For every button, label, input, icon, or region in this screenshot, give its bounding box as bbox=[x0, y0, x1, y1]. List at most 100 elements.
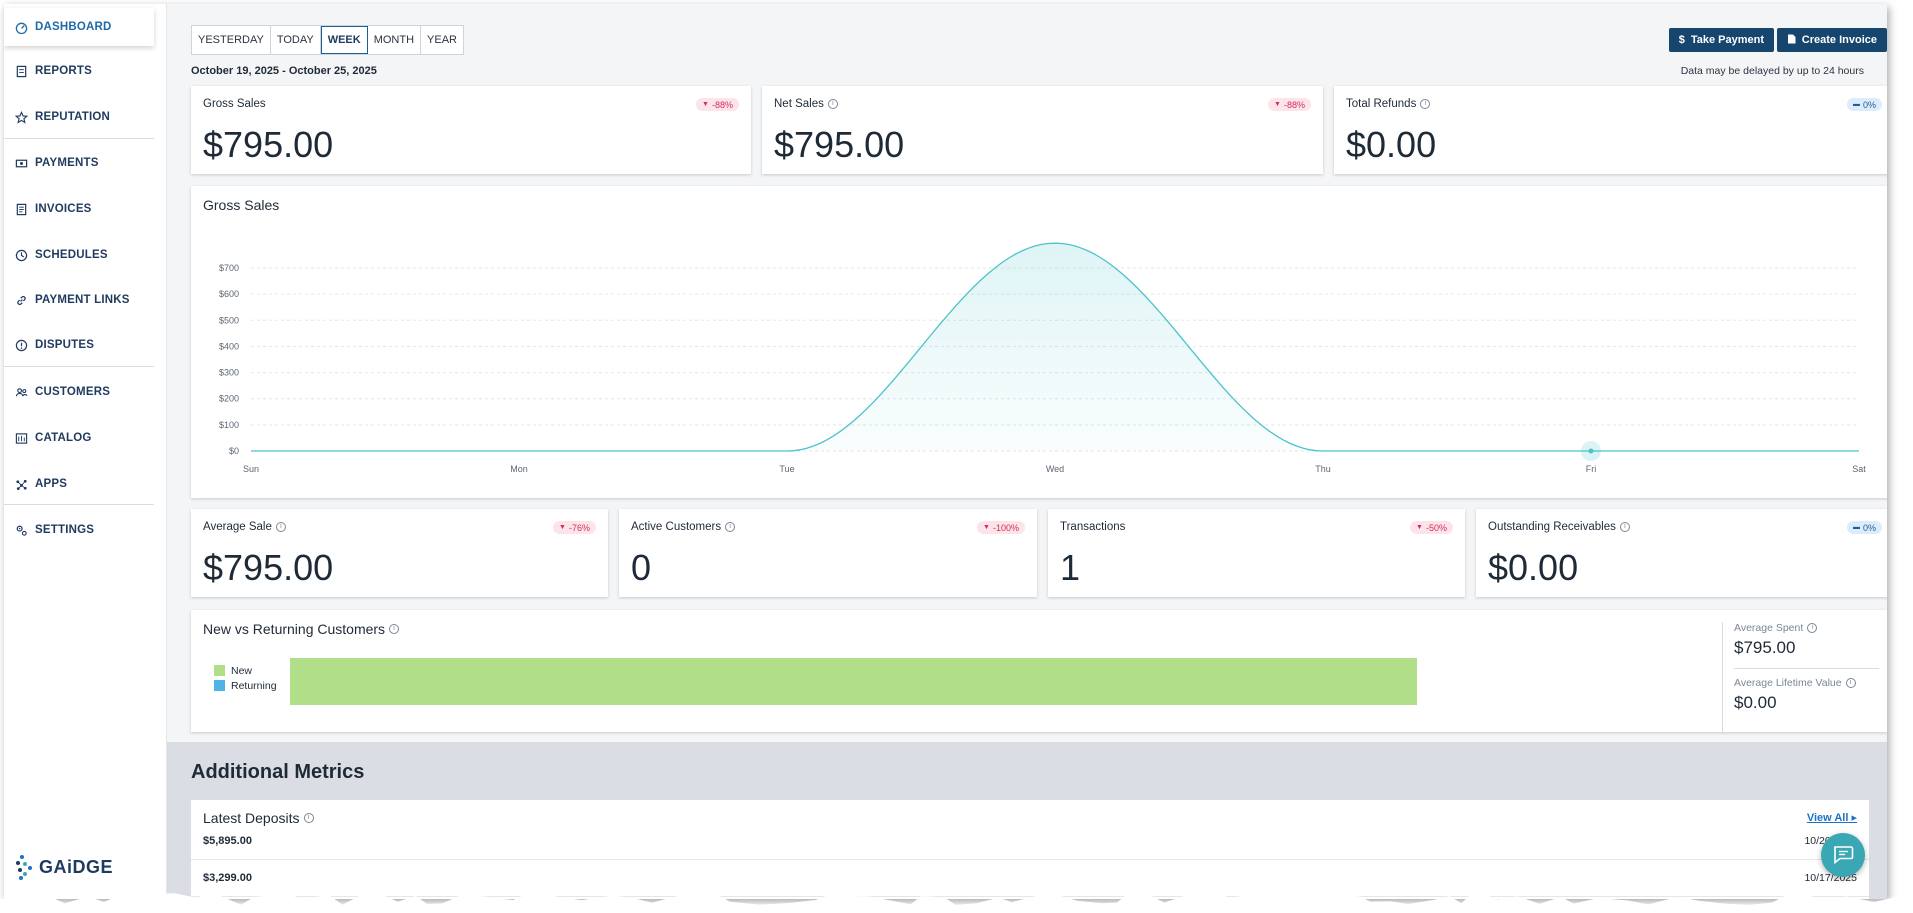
range-week-button[interactable]: WEEK bbox=[320, 26, 368, 54]
deposit-amount: $3,299.00 bbox=[203, 872, 252, 884]
deposits-title-text: Latest Deposits bbox=[203, 810, 300, 826]
trend-badge: ▼ -76% bbox=[553, 521, 596, 534]
delay-note: Data may be delayed by up to 24 hours bbox=[1680, 65, 1864, 77]
sidebar-item-settings[interactable]: SETTINGS bbox=[4, 511, 154, 549]
kpi-value: 0 bbox=[631, 547, 652, 588]
info-icon[interactable]: i bbox=[1807, 623, 1818, 633]
sidebar-item-label: REPUTATION bbox=[35, 111, 111, 123]
trend-down-icon: ▼ bbox=[1416, 524, 1423, 531]
kpi-value: $0.00 bbox=[1488, 547, 1579, 588]
sidebar-item-label: PAYMENTS bbox=[35, 157, 99, 169]
view-all-link[interactable]: View All ▸ bbox=[1806, 812, 1857, 824]
sidebar-item-label: DASHBOARD bbox=[35, 21, 112, 33]
trend-badge: ▬ 0% bbox=[1846, 98, 1882, 111]
gross-sales-chart-card: Gross Sales $0 $100 $200 $300 $400 $500 $600 $7… bbox=[191, 186, 1887, 498]
badge-text: -50% bbox=[1425, 522, 1447, 533]
nvr-title: New vs Returning Customers i bbox=[203, 621, 400, 637]
info-icon[interactable]: i bbox=[1420, 99, 1431, 109]
data-point bbox=[518, 450, 521, 453]
badge-text: 0% bbox=[1862, 522, 1876, 533]
create-invoice-label: Create Invoice bbox=[1801, 34, 1877, 46]
take-payment-button[interactable]: $ Take Payment bbox=[1668, 28, 1774, 52]
info-icon[interactable]: i bbox=[303, 813, 314, 823]
info-icon[interactable]: i bbox=[1619, 522, 1630, 532]
dollar-icon: $ bbox=[1678, 34, 1685, 46]
badge-text: -88% bbox=[711, 99, 733, 110]
info-icon[interactable]: i bbox=[389, 624, 400, 634]
sidebar-item-label: CATALOG bbox=[35, 432, 92, 444]
sidebar-item-schedules[interactable]: SCHEDULES bbox=[4, 236, 154, 274]
kpi-label-text: Transactions bbox=[1060, 521, 1126, 533]
clock-icon bbox=[14, 248, 28, 262]
sidebar-item-payment-links[interactable]: PAYMENT LINKS bbox=[4, 281, 154, 319]
sidebar-item-reports[interactable]: REPORTS bbox=[4, 52, 154, 90]
kpi-label: Outstanding Receivables i bbox=[1488, 521, 1630, 533]
customers-icon bbox=[14, 385, 28, 399]
sidebar-item-catalog[interactable]: CATALOG bbox=[4, 419, 154, 457]
kpi-label-text: Outstanding Receivables bbox=[1488, 521, 1616, 533]
sidebar-item-label: INVOICES bbox=[35, 203, 92, 215]
trend-down-icon: ▼ bbox=[983, 524, 990, 531]
sidebar-item-customers[interactable]: CUSTOMERS bbox=[4, 373, 154, 411]
kpi-card-active-customers: Active Customers i ▼ -100% 0 bbox=[619, 509, 1037, 597]
data-point bbox=[1054, 242, 1057, 245]
x-tick-label: Thu bbox=[1315, 464, 1331, 474]
sidebar-item-payments[interactable]: PAYMENTS bbox=[4, 144, 154, 182]
chat-button[interactable] bbox=[1821, 833, 1865, 877]
sidebar-item-dashboard[interactable]: DASHBOARD bbox=[4, 8, 154, 46]
trend-badge: ▼ -88% bbox=[1268, 98, 1311, 111]
info-icon[interactable]: i bbox=[827, 99, 838, 109]
sidebar-item-label: DISPUTES bbox=[35, 339, 95, 351]
info-icon[interactable]: i bbox=[725, 522, 736, 532]
avg-spent-label: Average Spent i bbox=[1734, 622, 1887, 634]
sidebar-item-invoices[interactable]: INVOICES bbox=[4, 190, 154, 228]
data-point bbox=[1322, 450, 1325, 453]
sidebar-item-label: SCHEDULES bbox=[35, 249, 108, 261]
chat-icon bbox=[1834, 846, 1854, 865]
info-icon[interactable]: i bbox=[1845, 678, 1856, 688]
sidebar-item-label: CUSTOMERS bbox=[35, 386, 111, 398]
range-today-button[interactable]: TODAY bbox=[271, 26, 321, 54]
badge-text: -100% bbox=[992, 522, 1019, 533]
view-all-text: View All bbox=[1806, 812, 1849, 824]
avg-ltv-label-text: Average Lifetime Value bbox=[1734, 677, 1842, 689]
avg-spent-label-text: Average Spent bbox=[1734, 622, 1804, 634]
sidebar-item-reputation[interactable]: REPUTATION bbox=[4, 98, 154, 136]
kpi-value: $795.00 bbox=[203, 547, 334, 588]
additional-metrics-section: Additional Metrics Latest Deposits i View… bbox=[167, 742, 1887, 899]
section-title: Additional Metrics bbox=[191, 761, 365, 783]
range-yesterday-button[interactable]: YESTERDAY bbox=[192, 26, 271, 54]
date-range-selector: YESTERDAY TODAY WEEK MONTH YEAR bbox=[191, 25, 464, 55]
badge-text: -76% bbox=[568, 522, 590, 533]
legend-swatch-new bbox=[214, 665, 225, 676]
data-point bbox=[250, 450, 253, 453]
info-icon[interactable]: i bbox=[275, 522, 286, 532]
range-year-button[interactable]: YEAR bbox=[427, 34, 457, 46]
payments-icon bbox=[14, 156, 28, 170]
kpi-value: $795.00 bbox=[203, 124, 334, 165]
kpi-label: Total Refunds i bbox=[1346, 98, 1431, 110]
y-tick-label: $0 bbox=[229, 446, 239, 456]
y-tick-label: $700 bbox=[219, 263, 239, 273]
app-frame: DASHBOARD REPORTS REPUTATION PAYMENTS IN… bbox=[4, 4, 1887, 899]
torn-edge bbox=[0, 891, 1913, 913]
new-vs-returning-bar bbox=[290, 658, 1417, 705]
divider bbox=[4, 504, 154, 505]
deposit-row[interactable]: $5,895.00 10/20/2025 bbox=[191, 824, 1869, 860]
kpi-label: Transactions bbox=[1060, 521, 1125, 533]
legend-returning: Returning bbox=[214, 678, 277, 693]
apps-icon bbox=[14, 477, 28, 491]
kpi-value: 1 bbox=[1060, 547, 1081, 588]
trend-flat-icon: ▬ bbox=[1852, 524, 1860, 531]
hover-point bbox=[1588, 448, 1594, 454]
range-month-button[interactable]: MONTH bbox=[368, 26, 422, 54]
kpi-label: Net Sales i bbox=[774, 98, 838, 110]
legend-swatch-returning bbox=[214, 680, 225, 691]
x-tick-label: Tue bbox=[779, 464, 794, 474]
sidebar-item-apps[interactable]: APPS bbox=[4, 465, 154, 503]
y-tick-label: $600 bbox=[219, 289, 239, 299]
sidebar-item-disputes[interactable]: DISPUTES bbox=[4, 326, 154, 364]
create-invoice-button[interactable]: Create Invoice bbox=[1776, 28, 1887, 52]
kpi-label-text: Net Sales bbox=[774, 98, 824, 110]
y-tick-label: $400 bbox=[219, 341, 239, 351]
